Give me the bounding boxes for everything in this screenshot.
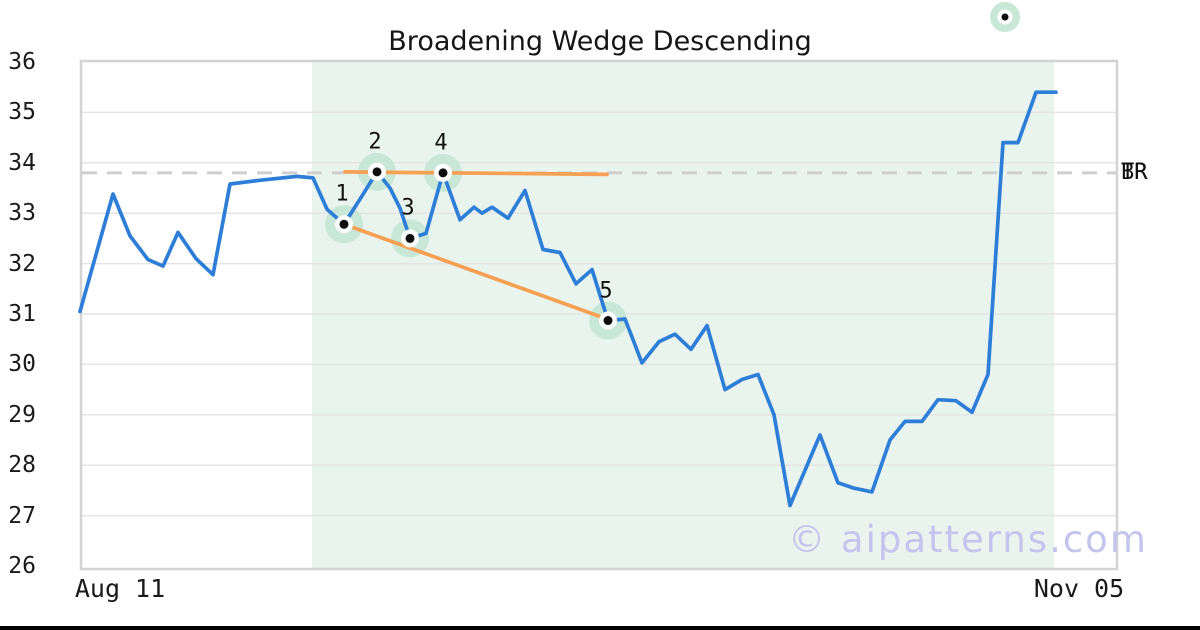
y-tick-label: 28 — [8, 452, 36, 479]
marker-dot — [603, 316, 613, 326]
pattern-point-label: 3 — [401, 195, 415, 221]
lower-trendline — [342, 222, 609, 321]
y-tick-label: 34 — [8, 149, 36, 176]
level-label-br: BR — [1121, 160, 1148, 185]
watermark: © aipatterns.com — [788, 518, 1148, 561]
pattern-point-label: 5 — [599, 278, 613, 304]
y-tick-label: 33 — [8, 200, 36, 227]
pattern-point-label: 4 — [434, 130, 448, 156]
pattern-point-label: 2 — [368, 129, 382, 155]
level-label-tr: TR — [1121, 160, 1148, 185]
marker-dot — [405, 233, 415, 243]
pattern-point-label: 1 — [335, 181, 349, 207]
y-tick-label: 31 — [8, 301, 36, 327]
bottom-border-bar — [0, 626, 1200, 630]
y-tick-label: 35 — [8, 99, 36, 126]
y-tick-label: 26 — [8, 553, 36, 579]
price-line — [78, 90, 1058, 508]
breakout-marker-dot — [1001, 13, 1009, 21]
marker-dot — [372, 167, 382, 177]
upper-trendline — [343, 170, 609, 177]
plot-border — [79, 59, 1119, 571]
y-tick-label: 36 — [8, 49, 36, 75]
marker-dot — [339, 219, 349, 229]
y-tick-label: 29 — [8, 401, 36, 428]
y-tick-label: 32 — [8, 250, 36, 277]
chart-title: Broadening Wedge Descending — [388, 26, 812, 57]
marker-dot — [438, 168, 448, 178]
x-axis-end-label: Nov 05 — [1033, 574, 1125, 603]
pattern-region — [312, 61, 1054, 569]
x-axis-start-label: Aug 11 — [74, 574, 166, 603]
y-tick-label: 30 — [8, 351, 36, 378]
y-tick-label: 27 — [8, 502, 36, 529]
